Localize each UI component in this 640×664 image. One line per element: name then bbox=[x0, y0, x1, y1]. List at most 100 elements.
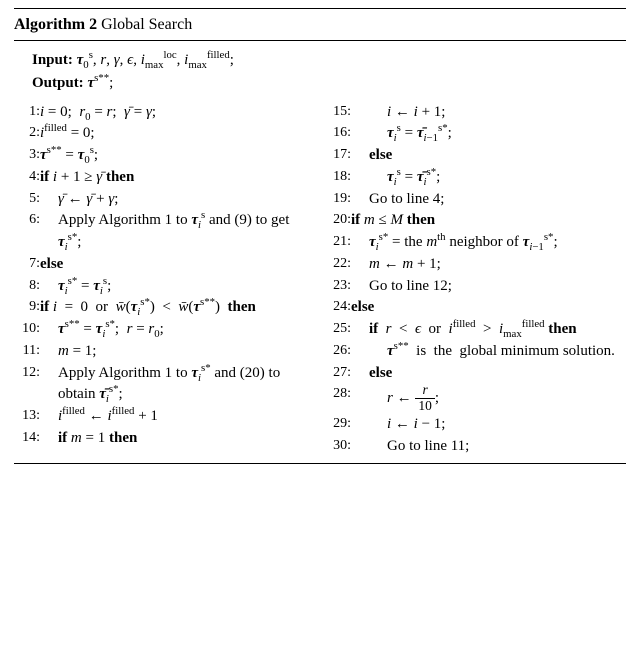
step-text: τis* = τis; bbox=[40, 276, 315, 298]
algorithm-block: Algorithm 2 Global Search Input: τ0s, r,… bbox=[0, 0, 640, 476]
step-text: if m ≤ M then bbox=[351, 210, 626, 232]
step-text: else bbox=[351, 145, 626, 167]
step-row: 28:r ← r10; bbox=[325, 384, 626, 413]
step-number: 20: bbox=[325, 210, 351, 232]
step-row: 5:γ̄ ← γ̄ + γ; bbox=[14, 189, 315, 211]
step-text: τis = τ̄is*; bbox=[351, 167, 626, 189]
step-row: 10:τs** = τis*; r = r0; bbox=[14, 319, 315, 341]
step-text: if r < ϵ or ifilled > imaxfilled then bbox=[351, 319, 626, 341]
algorithm-number: Algorithm 2 bbox=[14, 16, 97, 33]
step-row: 24:else bbox=[325, 297, 626, 319]
step-row: 23:Go to line 12; bbox=[325, 276, 626, 298]
step-row: 26:τs** is the global minimum solution. bbox=[325, 341, 626, 363]
algorithm-title: Algorithm 2 Global Search bbox=[14, 8, 626, 41]
input-value: τ0s, r, γ, ϵ, imaxloc, imaxfilled; bbox=[77, 52, 234, 68]
step-text: Go to line 12; bbox=[351, 276, 626, 298]
step-row: 9:if i = 0 or w̄(τis*) < w̄(τs**) then bbox=[14, 297, 315, 319]
step-row: 11:m = 1; bbox=[14, 341, 315, 363]
step-number: 11: bbox=[14, 341, 40, 363]
step-number: 24: bbox=[325, 297, 351, 319]
step-text: τs** is the global minimum solution. bbox=[351, 341, 626, 363]
step-row: 20:if m ≤ M then bbox=[325, 210, 626, 232]
input-line: Input: τ0s, r, γ, ϵ, imaxloc, imaxfilled… bbox=[32, 50, 626, 72]
step-number: 18: bbox=[325, 167, 351, 189]
step-number: 9: bbox=[14, 297, 40, 319]
step-number: 17: bbox=[325, 145, 351, 167]
step-row: 12:Apply Algorithm 1 to τis* and (20) to… bbox=[14, 363, 315, 407]
step-text: ifilled = 0; bbox=[40, 123, 315, 145]
step-number: 3: bbox=[14, 145, 40, 167]
step-number: 21: bbox=[325, 232, 351, 254]
step-row: 1:i = 0; r0 = r; γ̄ = γ; bbox=[14, 102, 315, 124]
step-text: r ← r10; bbox=[351, 384, 626, 413]
step-text: m ← m + 1; bbox=[351, 254, 626, 276]
step-number: 15: bbox=[325, 102, 351, 124]
step-row: 3:τs** = τ0s; bbox=[14, 145, 315, 167]
step-number: 27: bbox=[325, 363, 351, 385]
step-number: 13: bbox=[14, 406, 40, 428]
step-text: else bbox=[351, 297, 626, 319]
step-text: τis = τ̄i−1s*; bbox=[351, 123, 626, 145]
right-column: 15:i ← i + 1;16:τis = τ̄i−1s*;17:else18:… bbox=[325, 102, 626, 458]
output-value: τs**; bbox=[87, 75, 113, 91]
step-text: Apply Algorithm 1 to τis* and (20) to ob… bbox=[40, 363, 315, 407]
step-number: 8: bbox=[14, 276, 40, 298]
step-text: if i + 1 ≥ γ̄ then bbox=[40, 167, 315, 189]
step-text: i ← i − 1; bbox=[351, 414, 626, 436]
step-number: 29: bbox=[325, 414, 351, 436]
input-label: Input: bbox=[32, 52, 73, 68]
step-row: 6:Apply Algorithm 1 to τis and (9) to ge… bbox=[14, 210, 315, 254]
step-number: 10: bbox=[14, 319, 40, 341]
step-row: 7:else bbox=[14, 254, 315, 276]
step-number: 7: bbox=[14, 254, 40, 276]
step-text: if i = 0 or w̄(τis*) < w̄(τs**) then bbox=[40, 297, 315, 319]
step-number: 6: bbox=[14, 210, 40, 254]
left-column: 1:i = 0; r0 = r; γ̄ = γ;2:ifilled = 0;3:… bbox=[14, 102, 315, 458]
step-number: 5: bbox=[14, 189, 40, 211]
step-text: Apply Algorithm 1 to τis and (9) to get … bbox=[40, 210, 315, 254]
output-line: Output: τs**; bbox=[32, 73, 626, 95]
step-row: 4:if i + 1 ≥ γ̄ then bbox=[14, 167, 315, 189]
step-text: else bbox=[351, 363, 626, 385]
step-number: 2: bbox=[14, 123, 40, 145]
step-number: 30: bbox=[325, 436, 351, 458]
step-number: 28: bbox=[325, 384, 351, 413]
step-row: 27:else bbox=[325, 363, 626, 385]
step-row: 22:m ← m + 1; bbox=[325, 254, 626, 276]
algorithm-name: Global Search bbox=[101, 16, 192, 33]
step-row: 18:τis = τ̄is*; bbox=[325, 167, 626, 189]
step-text: Go to line 11; bbox=[351, 436, 626, 458]
step-row: 15:i ← i + 1; bbox=[325, 102, 626, 124]
steps-left: 1:i = 0; r0 = r; γ̄ = γ;2:ifilled = 0;3:… bbox=[14, 102, 315, 450]
step-number: 16: bbox=[325, 123, 351, 145]
step-row: 30:Go to line 11; bbox=[325, 436, 626, 458]
io-block: Input: τ0s, r, γ, ϵ, imaxloc, imaxfilled… bbox=[14, 47, 626, 102]
output-label: Output: bbox=[32, 75, 84, 91]
step-row: 25:if r < ϵ or ifilled > imaxfilled then bbox=[325, 319, 626, 341]
step-row: 8:τis* = τis; bbox=[14, 276, 315, 298]
step-text: m = 1; bbox=[40, 341, 315, 363]
step-text: τs** = τis*; r = r0; bbox=[40, 319, 315, 341]
step-number: 25: bbox=[325, 319, 351, 341]
columns: 1:i = 0; r0 = r; γ̄ = γ;2:ifilled = 0;3:… bbox=[14, 102, 626, 458]
step-number: 1: bbox=[14, 102, 40, 124]
step-row: 21:τis* = the mth neighbor of τi−1s*; bbox=[325, 232, 626, 254]
step-row: 29:i ← i − 1; bbox=[325, 414, 626, 436]
step-text: else bbox=[40, 254, 315, 276]
step-text: i ← i + 1; bbox=[351, 102, 626, 124]
step-row: 19:Go to line 4; bbox=[325, 189, 626, 211]
step-text: τs** = τ0s; bbox=[40, 145, 315, 167]
step-number: 23: bbox=[325, 276, 351, 298]
step-row: 17:else bbox=[325, 145, 626, 167]
step-row: 13:ifilled ← ifilled + 1 bbox=[14, 406, 315, 428]
step-number: 14: bbox=[14, 428, 40, 450]
step-number: 26: bbox=[325, 341, 351, 363]
step-number: 19: bbox=[325, 189, 351, 211]
step-row: 16:τis = τ̄i−1s*; bbox=[325, 123, 626, 145]
steps-right: 15:i ← i + 1;16:τis = τ̄i−1s*;17:else18:… bbox=[325, 102, 626, 458]
algorithm-body: Input: τ0s, r, γ, ϵ, imaxloc, imaxfilled… bbox=[14, 41, 626, 464]
step-text: τis* = the mth neighbor of τi−1s*; bbox=[351, 232, 626, 254]
step-text: i = 0; r0 = r; γ̄ = γ; bbox=[40, 102, 315, 124]
step-row: 2:ifilled = 0; bbox=[14, 123, 315, 145]
step-text: Go to line 4; bbox=[351, 189, 626, 211]
